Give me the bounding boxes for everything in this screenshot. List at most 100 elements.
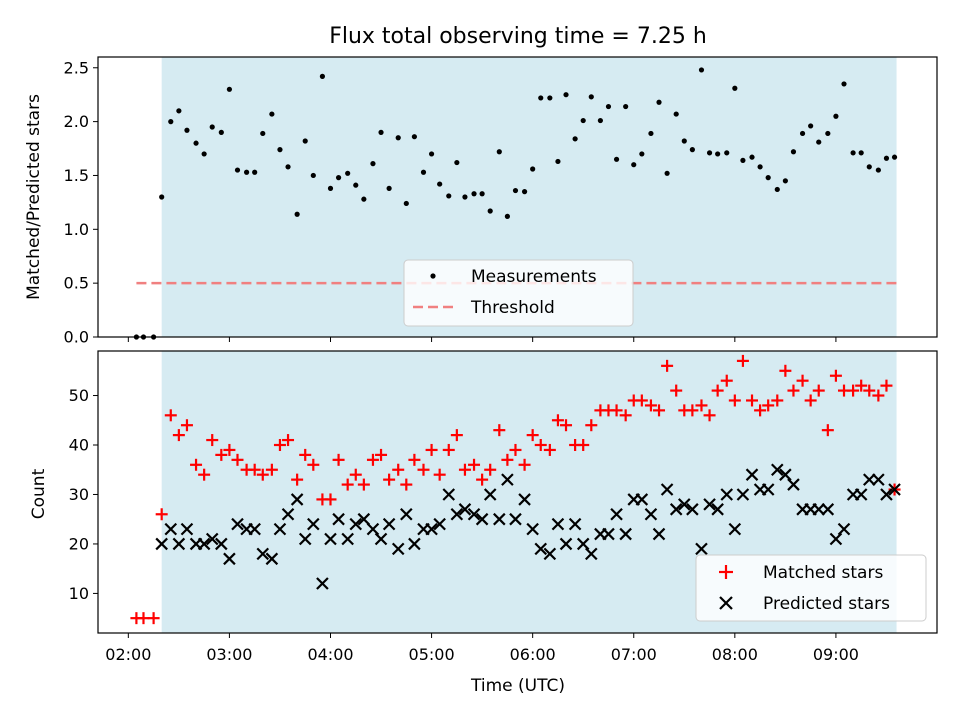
predicted-star-point (711, 503, 724, 516)
predicted-star-point (374, 532, 388, 546)
bottom-x-tick-label: 02:00 (105, 645, 151, 664)
matched-star-point (299, 448, 312, 461)
bottom-x-tick-label: 08:00 (712, 645, 758, 664)
measurement-point (252, 169, 258, 175)
matched-star-point (332, 453, 345, 466)
predicted-star-point (265, 552, 279, 566)
measurement-point (757, 164, 763, 170)
measurement-point (774, 186, 780, 193)
measurement-point (613, 156, 620, 162)
predicted-star-point (290, 493, 304, 506)
predicted-star-point (316, 577, 329, 590)
top-legend-box (403, 259, 634, 327)
matched-star-point (653, 404, 666, 417)
matched-star-point (476, 473, 489, 486)
predicted-star-point (787, 478, 800, 491)
predicted-star-point (812, 503, 826, 516)
measurement-point (833, 113, 839, 119)
matched-star-point (736, 354, 749, 367)
measurement-point (580, 117, 586, 124)
measurement-point (782, 178, 788, 184)
measurement-point (790, 149, 797, 155)
measurement-point (411, 134, 417, 140)
matched-star-point (147, 612, 160, 625)
measurement-point (454, 159, 460, 166)
measurement-point (588, 94, 594, 100)
measurement-point (370, 161, 376, 167)
measurement-point (234, 167, 241, 173)
measurement-point (218, 129, 224, 135)
matched-star-point (417, 463, 430, 476)
measurement-point (386, 185, 392, 191)
measurement-point (168, 119, 174, 125)
matched-star-point (164, 409, 177, 422)
predicted-star-point (635, 493, 649, 506)
matched-star-point (324, 493, 337, 506)
matched-star-point (863, 384, 876, 397)
matched-star-point (560, 419, 573, 432)
measurement-point (471, 191, 477, 197)
predicted-star-point (585, 547, 598, 561)
top-y-tick-label: 2.0 (64, 112, 89, 131)
matched-star-point (509, 443, 522, 456)
predicted-star-point (559, 537, 573, 551)
matched-stars-series (130, 354, 901, 625)
predicted-star-point (771, 463, 784, 477)
predicted-star-point (644, 507, 658, 521)
matched-star-point (577, 439, 590, 451)
measurement-point (866, 164, 872, 170)
matched-star-point (180, 419, 193, 432)
measurement-point (623, 103, 629, 110)
measurement-point (808, 123, 814, 129)
predicted-star-point (576, 537, 590, 551)
legend-matched-marker (719, 565, 733, 579)
measurement-point (462, 194, 468, 200)
top-panel: 0.0 0.5 1.0 1.5 2.0 2.5 Matched/Predicted sta… (24, 56, 938, 347)
matched-star-point (484, 463, 497, 476)
matched-star-point (349, 468, 362, 481)
measurement-point (269, 111, 275, 117)
predicted-star-point (534, 542, 548, 556)
measurement-point (345, 170, 351, 176)
predicted-star-point (341, 532, 354, 546)
matched-star-point (400, 478, 413, 491)
matched-star-point (291, 473, 304, 486)
predicted-star-point (433, 517, 446, 531)
measurement-point (648, 130, 654, 137)
predicted-star-point (610, 507, 623, 521)
matched-star-point (619, 409, 632, 422)
matched-star-point (155, 508, 168, 521)
matched-star-point (223, 443, 236, 456)
measurement-point (673, 111, 679, 117)
matched-star-point (551, 414, 564, 427)
predicted-star-point (888, 483, 901, 496)
matched-star-point (190, 458, 203, 471)
predicted-star-point (458, 503, 472, 516)
measurement-point (858, 150, 864, 156)
matched-star-point (686, 404, 699, 417)
predicted-star-point (475, 512, 489, 526)
predicted-star-point (745, 468, 759, 481)
predicted-star-point (829, 532, 843, 546)
predicted-star-point (324, 532, 337, 546)
matched-star-point (720, 374, 733, 387)
predicted-star-point (518, 493, 531, 506)
measurement-point (327, 185, 334, 191)
measurement-point (689, 147, 695, 153)
matched-star-point (812, 384, 825, 397)
legend-measurements-marker (430, 273, 436, 279)
matched-star-point (585, 419, 598, 432)
predicted-star-point (501, 473, 514, 486)
matched-star-point (273, 439, 286, 451)
matched-star-point (366, 453, 379, 466)
matched-star-point (172, 429, 185, 442)
matched-star-point (458, 463, 471, 476)
matched-star-point (392, 463, 405, 476)
matched-star-point (408, 453, 421, 466)
measurement-point (243, 169, 250, 175)
measurement-point (572, 136, 578, 142)
measurement-point (378, 129, 384, 135)
measurement-point (184, 127, 190, 133)
top-x-axis (127, 337, 837, 342)
predicted-star-point (180, 522, 194, 536)
